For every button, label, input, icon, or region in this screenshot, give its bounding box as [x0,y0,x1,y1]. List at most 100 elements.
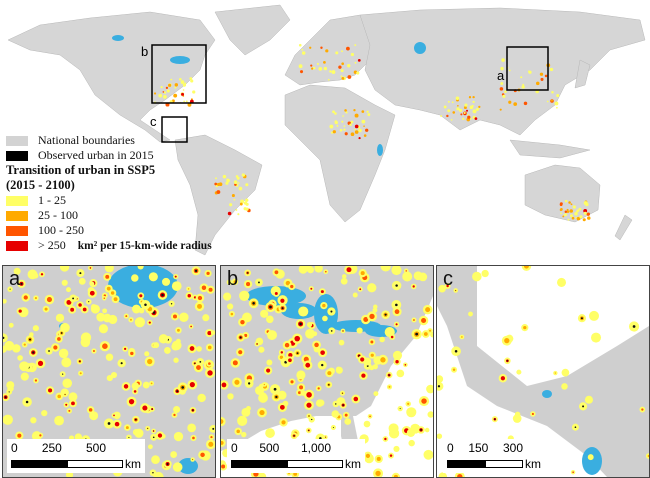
urban-dot [192,459,193,460]
urban-dot [150,382,153,385]
urban-dot [344,109,347,112]
urban-dot [256,343,258,345]
urban-dot [288,358,292,363]
urban-dot [162,277,171,286]
urban-dot [301,51,306,55]
scale-bar: 0 250 500 km [7,439,145,473]
asia [359,7,646,136]
urban-dot [108,314,118,325]
urban-dot [297,391,302,395]
urban-dot [550,99,553,102]
scale-unit: km [525,457,541,471]
urban-dot [320,350,325,355]
urban-dot [467,115,471,119]
urban-dot [227,393,234,400]
urban-dot [340,277,348,285]
urban-dot [329,124,334,129]
urban-dot [429,329,432,332]
urban-dot [501,58,505,62]
urban-dot [53,345,58,350]
urban-dot [210,330,215,335]
urban-dot [157,433,163,438]
urban-dot [221,382,227,388]
urban-dot [342,330,344,332]
urban-dot [20,282,23,285]
urban-dot [181,92,185,96]
urban-dot [279,391,286,399]
urban-dot [55,313,65,323]
urban-dot [3,298,7,304]
urban-dot [134,428,144,438]
urban-dot [89,290,95,296]
panel-b: b 0 500 1,000 km [220,265,434,478]
urban-dot [237,182,240,184]
urban-dot [406,407,417,418]
urban-dot [424,427,430,433]
urban-dot [544,74,548,78]
scale-tick: 1,000 [300,441,331,455]
urban-dot [142,405,148,411]
urban-dot [54,415,64,426]
urban-dot [88,301,90,303]
urban-dot [162,91,165,93]
urban-dot [103,297,106,299]
legend-class: 1 - 25 [38,193,66,207]
urban-dot [467,113,470,116]
urban-dot [79,372,82,375]
urban-dot [79,360,81,362]
urban-dot [113,297,118,302]
urban-dot [392,350,403,360]
urban-dot [334,120,338,123]
urban-dot [243,201,248,205]
urban-dot [562,215,565,218]
legend-subtitle: (2015 - 2100) [6,178,75,192]
urban-dot [311,418,313,421]
urban-dot [269,305,272,309]
urban-dot [413,319,415,321]
urban-dot [356,327,363,334]
urban-dot [263,383,266,386]
urban-dot [367,113,371,117]
urban-dot [331,70,336,74]
urban-dot [437,433,443,439]
urban-dot [341,76,345,80]
urban-dot [125,426,129,430]
urban-dot [502,94,506,98]
urban-dot [531,412,534,416]
urban-dot [632,325,636,328]
urban-dot [192,436,195,440]
greenland [214,4,291,56]
urban-dot [207,370,213,376]
panel-label: c [443,268,453,290]
urban-dot [197,303,202,309]
urban-dot [173,405,181,414]
urban-dot [372,307,378,313]
legend-class: > 250 [38,238,66,252]
urban-dot [384,437,387,441]
urban-dot [369,365,375,371]
urban-dot [380,357,386,363]
urban-dot [359,288,362,291]
urban-dot [235,175,239,178]
urban-dot [354,113,359,118]
urban-dot [131,274,139,282]
urban-dot [320,290,324,294]
urban-dot [299,322,302,326]
urban-dot [233,280,237,284]
urban-dot [298,306,309,317]
urban-dot [408,439,415,447]
urban-dot [335,51,339,55]
urban-dot [367,283,377,293]
scale-tick: 0 [231,441,238,455]
urban-dot [241,407,251,417]
urban-dot [246,272,249,274]
urban-dot [300,390,307,396]
urban-dot [158,93,163,98]
urban-dot [125,315,128,318]
urban-dot [461,336,463,338]
urban-dot [322,315,328,322]
urban-dot [469,117,472,120]
urban-dot [641,408,644,411]
urban-dot [225,181,229,185]
urban-dot [514,411,521,418]
